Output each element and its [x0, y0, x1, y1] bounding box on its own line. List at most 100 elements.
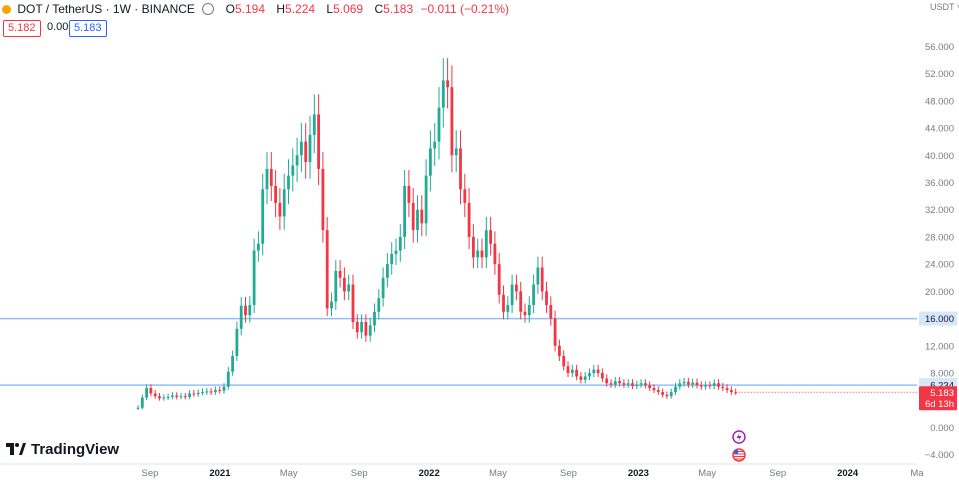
ask-price-box[interactable]: 5.183	[69, 20, 107, 37]
candle[interactable]	[463, 189, 467, 203]
candle[interactable]	[502, 294, 505, 312]
candle[interactable]	[381, 277, 385, 299]
candle[interactable]	[497, 264, 501, 295]
candle[interactable]	[295, 155, 299, 166]
candle[interactable]	[695, 382, 699, 386]
candle[interactable]	[506, 304, 510, 312]
candle[interactable]	[321, 168, 325, 231]
candle[interactable]	[312, 114, 316, 135]
candle[interactable]	[158, 396, 161, 399]
candle[interactable]	[140, 397, 144, 408]
candle[interactable]	[351, 284, 355, 323]
candle[interactable]	[678, 383, 682, 387]
candle[interactable]	[338, 270, 342, 278]
candle[interactable]	[454, 148, 458, 156]
candle[interactable]	[231, 356, 234, 372]
candle[interactable]	[347, 284, 351, 292]
candle[interactable]	[613, 381, 617, 385]
candle[interactable]	[682, 381, 686, 384]
candle[interactable]	[656, 390, 660, 393]
candle[interactable]	[575, 369, 578, 377]
currency-label[interactable]: USDT ˅	[930, 2, 959, 12]
candle[interactable]	[235, 328, 239, 357]
candle[interactable]	[205, 391, 209, 393]
candle[interactable]	[601, 373, 604, 379]
candle[interactable]	[532, 284, 535, 305]
candle[interactable]	[579, 376, 583, 380]
candle[interactable]	[433, 141, 437, 149]
candle[interactable]	[334, 270, 338, 302]
candle[interactable]	[725, 388, 729, 391]
candle[interactable]	[411, 202, 415, 231]
candle[interactable]	[618, 381, 621, 384]
candle[interactable]	[287, 175, 290, 190]
candle[interactable]	[669, 392, 673, 397]
candle[interactable]	[605, 378, 609, 384]
candle[interactable]	[566, 366, 570, 374]
candle[interactable]	[278, 202, 282, 217]
candle[interactable]	[484, 230, 488, 258]
candle[interactable]	[226, 371, 230, 387]
candle[interactable]	[192, 393, 196, 395]
candle[interactable]	[545, 291, 548, 305]
candle[interactable]	[424, 175, 428, 224]
candle[interactable]	[214, 390, 217, 393]
candle[interactable]	[343, 277, 346, 292]
candle[interactable]	[300, 141, 303, 156]
candle[interactable]	[699, 385, 703, 387]
candle[interactable]	[441, 80, 445, 108]
candle[interactable]	[712, 383, 716, 386]
candle[interactable]	[429, 148, 432, 176]
candle[interactable]	[394, 250, 398, 254]
candle[interactable]	[171, 395, 174, 397]
candle[interactable]	[562, 356, 566, 367]
candle[interactable]	[149, 388, 153, 394]
candle[interactable]	[472, 236, 475, 258]
candle[interactable]	[467, 202, 471, 237]
candle[interactable]	[248, 304, 252, 316]
candle[interactable]	[257, 243, 260, 251]
candle[interactable]	[265, 168, 269, 190]
candle[interactable]	[175, 395, 179, 397]
candle[interactable]	[540, 267, 544, 292]
candle[interactable]	[588, 373, 591, 377]
candle[interactable]	[459, 148, 462, 190]
candle[interactable]	[515, 284, 518, 292]
candle[interactable]	[652, 388, 656, 391]
candle[interactable]	[252, 250, 256, 305]
candle[interactable]	[420, 209, 424, 224]
candle[interactable]	[493, 243, 497, 265]
candle[interactable]	[717, 383, 720, 387]
candle[interactable]	[437, 107, 441, 142]
candle[interactable]	[153, 393, 157, 397]
candle[interactable]	[622, 383, 626, 385]
candle[interactable]	[626, 383, 630, 385]
candle[interactable]	[476, 250, 480, 258]
candle[interactable]	[188, 393, 191, 397]
candle[interactable]	[687, 381, 690, 385]
candle[interactable]	[596, 369, 600, 374]
candle[interactable]	[450, 87, 454, 156]
candle[interactable]	[304, 141, 308, 163]
candle[interactable]	[317, 114, 320, 169]
candle[interactable]	[519, 291, 523, 312]
candle[interactable]	[648, 385, 652, 389]
bid-price-box[interactable]: 5.182	[3, 20, 41, 37]
candle[interactable]	[635, 384, 639, 386]
candle[interactable]	[708, 385, 712, 387]
candle[interactable]	[183, 396, 187, 398]
candle[interactable]	[639, 383, 643, 385]
candle[interactable]	[553, 318, 557, 346]
tradingview-logo[interactable]: TradingView	[6, 441, 119, 458]
candle[interactable]	[261, 189, 265, 244]
candle[interactable]	[631, 383, 634, 386]
candle[interactable]	[558, 345, 561, 357]
symbol-title[interactable]: DOT / TetherUS · 1W · BINANCE	[17, 2, 195, 16]
candle[interactable]	[201, 392, 204, 394]
candle[interactable]	[269, 168, 273, 186]
candle[interactable]	[386, 264, 389, 278]
candle[interactable]	[730, 390, 733, 393]
candle[interactable]	[325, 230, 329, 309]
candle[interactable]	[364, 322, 368, 336]
